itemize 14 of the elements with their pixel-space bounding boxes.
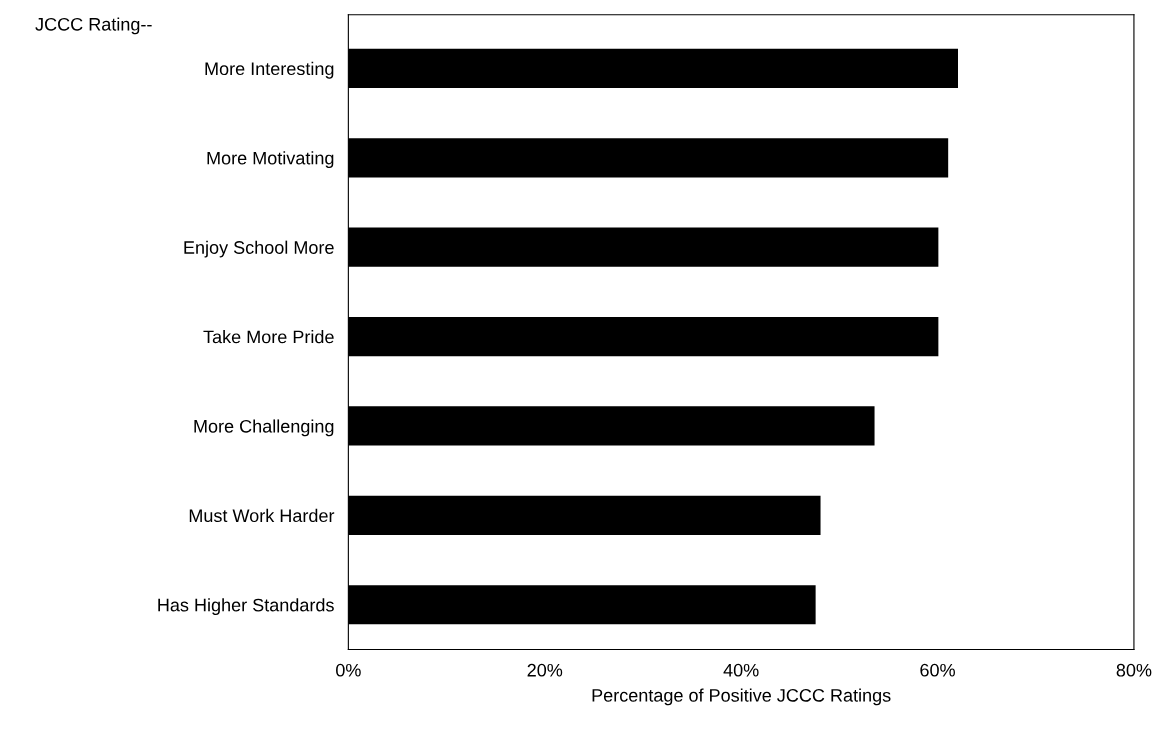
y-tick-label: Must Work Harder [189,508,335,523]
x-tick-label: 20% [527,663,563,677]
y-tick-label: Has Higher Standards [158,598,334,616]
y-tick-label: Take More Pride [203,330,334,344]
x-tick-label: 80% [1116,663,1152,677]
y-tick-label: More Challenging [194,419,334,437]
x-tick-label: 60% [920,663,955,677]
y-tick-label: More Interesting [205,61,334,79]
x-axis-title: Percentage of Positive JCCC Ratings [592,688,891,706]
x-tick-label: 40% [723,663,759,677]
y-tick-label: Enjoy School More [184,240,334,258]
y-tick-label: More Motivating [207,151,334,169]
x-tick-label: 0% [336,663,361,677]
y-axis-title: JCCC Rating-- [35,17,152,35]
